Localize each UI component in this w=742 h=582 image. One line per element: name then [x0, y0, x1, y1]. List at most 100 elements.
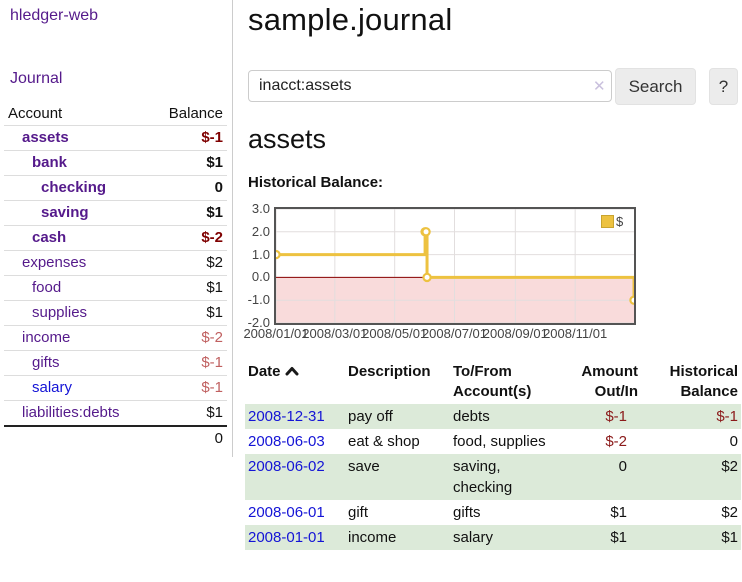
account-balance: $2 — [206, 254, 223, 271]
column-header-accounts[interactable]: To/From Account(s) — [453, 363, 532, 400]
account-link[interactable]: expenses — [22, 254, 87, 271]
account-link[interactable]: salary — [32, 379, 73, 396]
account-row: salary $-1 — [4, 375, 227, 401]
account-link[interactable]: bank — [32, 154, 68, 171]
account-balance: $1 — [206, 279, 223, 296]
account-link[interactable]: checking — [41, 179, 107, 196]
account-heading: assets — [248, 124, 327, 154]
page-title: sample.journal — [248, 2, 453, 37]
y-axis-label: -1.0 — [247, 292, 270, 308]
chart-legend: $ — [601, 214, 623, 229]
balance-chart-plot[interactable]: $ — [274, 207, 636, 325]
account-row: food $1 — [4, 275, 227, 301]
search-button[interactable]: Search — [615, 68, 696, 105]
register-date-link[interactable]: 2008-12-31 — [248, 408, 325, 425]
register-balance: $-1 — [716, 408, 738, 425]
register-row: 2008-06-03 eat & shop food, supplies $-2 0 — [245, 429, 741, 454]
register-balance: $2 — [721, 504, 738, 521]
register-description: eat & shop — [348, 433, 420, 450]
account-row: assets $-1 — [4, 125, 227, 151]
legend-swatch-icon — [601, 215, 614, 228]
help-button[interactable]: ? — [709, 68, 738, 105]
account-balance: $-2 — [201, 229, 223, 246]
legend-label: $ — [616, 214, 624, 229]
account-link[interactable]: liabilities:debts — [22, 404, 120, 421]
register-description: income — [348, 529, 397, 546]
balance-column-header: Balance — [168, 105, 223, 122]
account-balance: $-1 — [201, 129, 223, 146]
account-row: income $-2 — [4, 325, 227, 351]
chart-title: Historical Balance: — [248, 174, 384, 191]
account-link[interactable]: food — [32, 279, 62, 296]
account-row: liabilities:debts $1 — [4, 400, 227, 427]
account-row: checking 0 — [4, 175, 227, 201]
register-row: 2008-12-31 pay off debts $-1 $-1 — [245, 404, 741, 429]
register-date-link[interactable]: 2008-06-03 — [248, 433, 325, 450]
register-table: Date Description To/From Account(s) Amou… — [245, 360, 741, 550]
register-accounts: salary — [453, 529, 494, 546]
y-axis-label: 0.0 — [251, 269, 270, 285]
account-balance: $-1 — [201, 379, 223, 396]
register-description: pay off — [348, 408, 393, 425]
register-row: 2008-06-02 save saving, checking 0 $2 — [245, 454, 741, 500]
register-balance: 0 — [729, 433, 738, 450]
register-accounts: gifts — [453, 504, 481, 521]
register-accounts: debts — [453, 408, 490, 425]
accounts-total-row: 0 — [4, 426, 227, 451]
y-axis-label: 2.0 — [251, 223, 270, 239]
search-input[interactable] — [248, 70, 612, 102]
register-amount: $-1 — [605, 408, 627, 425]
account-row: bank $1 — [4, 150, 227, 176]
register-accounts: saving, checking — [453, 458, 513, 496]
register-date-link[interactable]: 2008-06-02 — [248, 458, 325, 475]
column-header-description[interactable]: Description — [348, 363, 431, 380]
register-row: 2008-06-01 gift gifts $1 $2 — [245, 500, 741, 525]
account-link[interactable]: gifts — [32, 354, 60, 371]
register-balance: $2 — [721, 458, 738, 475]
column-header-date[interactable]: Date — [245, 360, 345, 404]
account-row: supplies $1 — [4, 300, 227, 326]
account-link[interactable]: cash — [32, 229, 67, 246]
register-header-row: Date Description To/From Account(s) Amou… — [245, 360, 741, 404]
account-column-header: Account — [8, 105, 63, 122]
y-axis-label: 3.0 — [251, 201, 270, 216]
register-date-link[interactable]: 2008-06-01 — [248, 504, 325, 521]
account-balance: $1 — [206, 304, 223, 321]
account-link[interactable]: assets — [22, 129, 69, 146]
accounts-table: Account Balance assets $-1 bank $1 checking 0… — [4, 102, 227, 451]
account-link[interactable]: income — [22, 329, 71, 346]
account-row: cash $-2 — [4, 225, 227, 251]
account-balance: $-2 — [201, 329, 223, 346]
column-header-balance[interactable]: Historical Balance — [669, 363, 738, 400]
register-balance: $1 — [721, 529, 738, 546]
account-row: saving $1 — [4, 200, 227, 226]
register-amount: 0 — [618, 458, 627, 475]
register-date-link[interactable]: 2008-01-01 — [248, 529, 325, 546]
sort-ascending-icon — [285, 362, 299, 382]
account-link[interactable]: supplies — [32, 304, 88, 321]
sidebar-item-journal[interactable]: Journal — [10, 70, 63, 87]
brand-link[interactable]: hledger-web — [10, 7, 99, 24]
x-axis-label: 2008/09/01 — [482, 326, 548, 341]
x-axis-label: 2008/07/01 — [421, 326, 488, 341]
account-balance: $-1 — [201, 354, 223, 371]
account-balance: 0 — [214, 179, 223, 196]
accounts-header-row: Account Balance — [4, 102, 227, 126]
column-header-amount[interactable]: Amount Out/In — [581, 363, 638, 400]
register-description: gift — [348, 504, 369, 521]
sidebar: hledger-web Journal Account Balance asse… — [0, 0, 233, 457]
account-balance: $1 — [206, 404, 223, 421]
register-amount: $1 — [610, 529, 627, 546]
account-balance: $1 — [206, 204, 223, 221]
x-axis-label: 2008/01/01 — [243, 326, 309, 341]
chart-canvas — [276, 209, 634, 323]
account-row: gifts $-1 — [4, 350, 227, 376]
account-link[interactable]: saving — [41, 204, 89, 221]
register-accounts: food, supplies — [453, 433, 546, 450]
y-axis-label: 1.0 — [251, 246, 270, 262]
clear-search-icon[interactable]: ✕ — [593, 78, 606, 95]
y-axis-label: -2.0 — [247, 315, 270, 330]
x-axis-label: 2008/03/01 — [302, 326, 368, 341]
register-amount: $-2 — [605, 433, 627, 450]
x-axis-label: 2008/05/01 — [362, 326, 428, 341]
